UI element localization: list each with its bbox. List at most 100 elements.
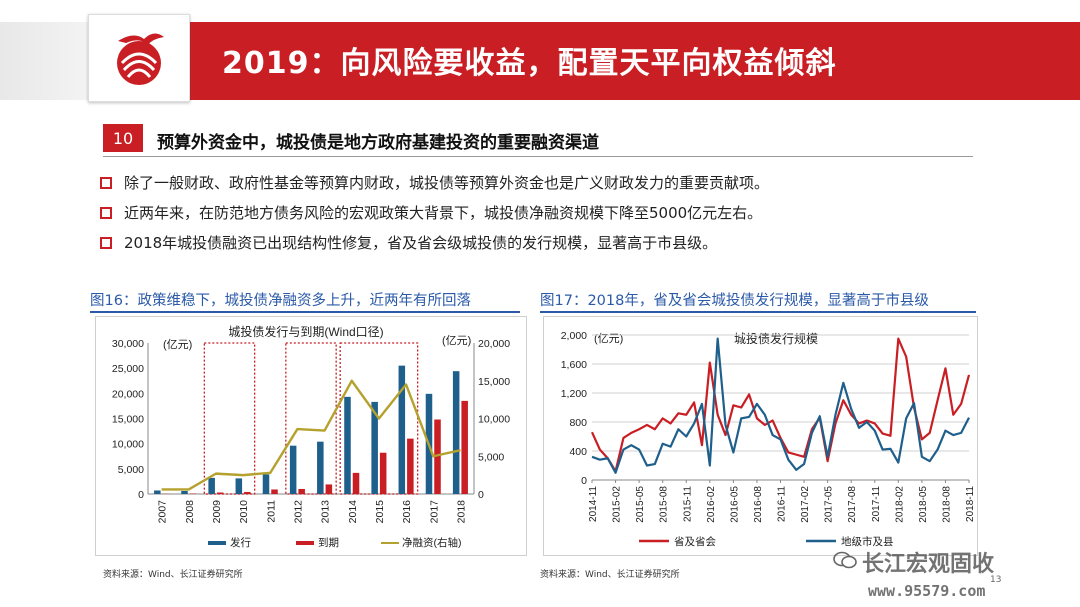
- bar-maturity: [461, 400, 468, 494]
- highlight-period-box: [285, 342, 337, 495]
- x-tick-label: 2016-08: [753, 486, 764, 523]
- y-tick-label: 400: [569, 446, 587, 458]
- x-tick-label: 2015-11: [682, 486, 693, 522]
- legend-label-net-financing: 净融资(右轴): [402, 536, 462, 549]
- x-tick-label: 2011: [265, 500, 277, 523]
- bullet-item: 近两年来，在防范地方债务风险的宏观政策大背景下，城投债净融资规模下降至5000亿…: [100, 202, 762, 223]
- highlight-period-box: [203, 342, 256, 495]
- phoenix-logo-icon: [117, 33, 164, 85]
- x-tick-label: 2016: [401, 500, 413, 524]
- x-tick-label: 2012: [292, 500, 304, 524]
- bar-maturity: [244, 491, 251, 494]
- figure-16-title: 图16：政策维稳下，城投债净融资多上升，近两年有所回落: [90, 293, 471, 309]
- left-y-tick-label: 25,000: [112, 363, 144, 375]
- issuance-by-level-chart: (亿元) 城投债发行规模 0 400 800 1,200 1,600 2,000 2014-…: [543, 316, 978, 556]
- bullet-text: 除了一般财政、政府性基金等预算内财政，城投债等预算外资金也是广义财政发力的重要贡…: [124, 174, 770, 192]
- line-provincial: [590, 337, 971, 473]
- bullet-item: 2018年城投债融资已出现结构性修复，省及省会级城投债的发行规模，显著高于市县级…: [100, 232, 717, 253]
- company-logo: [88, 14, 190, 102]
- bullet-box-icon: [100, 176, 112, 189]
- figure-17-title: 图17：2018年，省及省会城投债发行规模，显著高于市县级: [540, 293, 929, 309]
- left-axis-unit: (亿元): [163, 338, 192, 351]
- bar-issuance: [208, 477, 215, 494]
- bar-issuance: [262, 474, 270, 494]
- y-tick-label: 1,200: [561, 388, 587, 400]
- x-tick-label: 2018-08: [941, 486, 952, 523]
- x-tick-label: 2018-05: [918, 486, 929, 523]
- right-y-tick-label: 10,000: [478, 414, 510, 426]
- left-y-tick-label: 0: [138, 489, 144, 501]
- x-tick-label: 2009: [211, 500, 223, 524]
- x-tick-label: 2017: [428, 500, 440, 524]
- x-tick-label: 2014: [347, 500, 359, 524]
- line-net-financing: [161, 379, 461, 491]
- bar-maturity: [325, 484, 333, 494]
- section-divider: [103, 156, 973, 157]
- left-y-tick-label: 15,000: [112, 414, 144, 426]
- x-tick-label: 2018-02: [894, 486, 905, 523]
- x-tick-label: 2007: [157, 500, 169, 524]
- legend-swatch-maturity: [296, 541, 314, 545]
- x-tick-label: 2015: [374, 500, 386, 524]
- watermark-url: www.95579.com: [868, 582, 986, 600]
- legend-swatch-issuance: [208, 541, 226, 545]
- x-tick-label: 2018-11: [965, 486, 976, 522]
- highlight-period-box: [339, 342, 419, 495]
- bar-issuance: [154, 490, 161, 494]
- chart-title: 城投债发行规模: [734, 331, 818, 346]
- bar-issuance: [344, 396, 351, 494]
- x-tick-label: 2016-05: [729, 486, 740, 523]
- x-tick-label: 2017-02: [800, 486, 811, 523]
- figure-16-source: 资料来源：Wind、长江证券研究所: [103, 570, 243, 580]
- figure-17-title-rule: [540, 311, 976, 313]
- x-tick-label: 2015-05: [635, 486, 646, 523]
- bar-maturity: [434, 419, 441, 494]
- figure-17-source: 资料来源：Wind、长江证券研究所: [540, 570, 680, 580]
- chart-title: 城投债发行与到期(Wind口径): [228, 324, 383, 339]
- bullet-box-icon: [100, 236, 112, 249]
- x-tick-label: 2017-08: [847, 486, 858, 523]
- bar-issuance: [371, 401, 378, 494]
- issuance-maturity-chart: 城投债发行与到期(Wind口径) (亿元) (亿元) 0 5,000 10,000 1…: [95, 316, 527, 556]
- x-tick-label: 2015-08: [659, 486, 670, 523]
- bullet-text: 近两年来，在防范地方债务风险的宏观政策大背景下，城投债净融资规模下降至5000亿…: [124, 204, 763, 222]
- bar-issuance: [181, 490, 188, 494]
- bar-maturity: [352, 472, 360, 494]
- section-title: 预算外资金中，城投债是地方政府基建投资的重要融资渠道: [157, 133, 599, 153]
- x-tick-label: 2017-05: [824, 486, 835, 523]
- y-tick-label: 2,000: [561, 330, 587, 342]
- right-y-tick-label: 5,000: [478, 451, 504, 463]
- right-y-tick-label: 0: [478, 489, 484, 501]
- right-y-tick-label: 15,000: [478, 376, 510, 388]
- y-tick-label: 0: [581, 475, 587, 487]
- page-number: 13: [990, 575, 1002, 585]
- bar-maturity: [298, 488, 305, 494]
- bullet-box-icon: [100, 206, 112, 219]
- bar-maturity: [216, 492, 224, 494]
- page-title: 2019：向风险要收益，配置天平向权益倾斜: [222, 46, 837, 81]
- bar-maturity: [189, 493, 197, 494]
- left-y-tick-label: 20,000: [112, 388, 144, 400]
- x-tick-label: 2008: [184, 500, 196, 524]
- bar-issuance: [235, 478, 243, 494]
- y-axis-unit: (亿元): [594, 332, 623, 345]
- bar-issuance: [317, 441, 324, 494]
- x-tick-label: 2018: [455, 500, 467, 524]
- bar-maturity: [407, 438, 414, 494]
- left-y-tick-label: 30,000: [112, 338, 144, 350]
- legend-label-issuance: 发行: [230, 536, 251, 549]
- legend-label-maturity: 到期: [318, 537, 339, 549]
- x-tick-label: 2015-02: [612, 486, 623, 523]
- wechat-icon: [833, 551, 857, 569]
- bar-issuance: [452, 371, 460, 494]
- x-tick-label: 2014-11: [588, 486, 599, 522]
- bar-maturity: [271, 489, 278, 494]
- y-tick-label: 1,600: [561, 359, 587, 371]
- x-tick-label: 2016-11: [777, 486, 788, 522]
- figure-16-title-rule: [90, 311, 520, 313]
- x-tick-label: 2016-02: [706, 486, 717, 523]
- legend-label-provincial: 省及省会: [674, 535, 716, 548]
- x-tick-label: 2017-11: [871, 486, 882, 522]
- y-tick-label: 800: [569, 417, 587, 429]
- section-number-badge: 10: [103, 124, 143, 152]
